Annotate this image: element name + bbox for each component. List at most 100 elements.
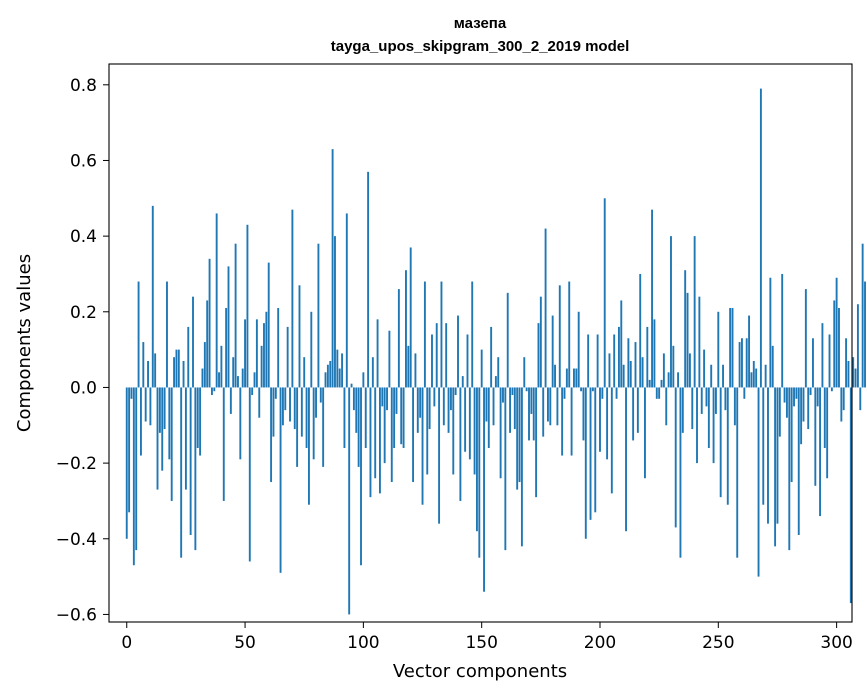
- bar-61: [270, 387, 273, 483]
- bar-98: [357, 387, 360, 467]
- bar-85: [326, 364, 329, 388]
- bar-283: [795, 387, 798, 399]
- bar-259: [738, 342, 741, 388]
- bar-181: [554, 364, 556, 388]
- bar-265: [752, 360, 755, 388]
- bar-89: [336, 349, 339, 388]
- bar-202: [603, 198, 606, 388]
- bar-162: [509, 387, 512, 433]
- bar-250: [717, 311, 720, 388]
- bar-193: [582, 387, 585, 441]
- bar-33: [203, 342, 206, 388]
- bar-42: [225, 308, 228, 388]
- bar-305: [847, 360, 850, 388]
- bar-125: [421, 387, 424, 505]
- bar-240: [693, 236, 696, 388]
- bar-269: [762, 387, 765, 505]
- bar-74: [300, 387, 303, 437]
- bar-41: [222, 387, 225, 501]
- bar-297: [828, 334, 831, 388]
- bar-218: [641, 357, 644, 388]
- bar-154: [490, 326, 493, 388]
- bar-226: [660, 379, 663, 388]
- bar-133: [440, 281, 443, 388]
- bar-68: [286, 326, 289, 388]
- bar-206: [613, 334, 616, 388]
- bar-35: [208, 258, 211, 388]
- bar-151: [483, 387, 485, 592]
- bar-299: [833, 300, 836, 388]
- bar-175: [539, 296, 542, 388]
- bar-194: [584, 387, 587, 539]
- bar-176: [542, 387, 545, 437]
- bar-291: [814, 387, 817, 486]
- bar-108: [381, 387, 384, 407]
- bar-231: [672, 345, 675, 388]
- bar-50: [244, 319, 246, 388]
- bar-229: [667, 372, 670, 388]
- bar-147: [473, 387, 476, 475]
- bar-295: [823, 387, 826, 448]
- bar-215: [634, 342, 637, 388]
- bar-0: [125, 387, 128, 539]
- bar-278: [783, 387, 786, 403]
- bar-205: [610, 387, 613, 494]
- bar-120: [409, 247, 412, 388]
- bar-45: [232, 357, 235, 388]
- bar-91: [341, 353, 344, 388]
- bar-292: [816, 387, 819, 407]
- bar-150: [480, 349, 483, 388]
- bar-230: [670, 236, 672, 388]
- bar-122: [414, 353, 417, 388]
- bar-34: [206, 300, 209, 388]
- bar-188: [570, 387, 573, 456]
- bar-110: [386, 387, 388, 411]
- bar-15: [161, 387, 164, 471]
- bar-183: [558, 285, 561, 388]
- bar-166: [518, 387, 521, 483]
- bar-160: [504, 387, 507, 551]
- bar-30: [196, 387, 199, 448]
- bar-300: [835, 277, 838, 388]
- y-tick-label: 0.4: [70, 227, 97, 247]
- bar-43: [227, 266, 230, 388]
- bar-180: [551, 315, 554, 388]
- bar-296: [826, 387, 829, 479]
- bar-174: [537, 323, 540, 388]
- bar-27: [189, 387, 192, 535]
- bar-137: [449, 387, 452, 411]
- bar-208: [617, 326, 620, 388]
- bar-301: [838, 308, 840, 388]
- bar-7: [142, 342, 145, 388]
- bar-245: [705, 387, 708, 407]
- bar-290: [812, 338, 814, 388]
- bar-22: [177, 349, 180, 388]
- bar-8: [144, 387, 147, 422]
- bar-273: [771, 345, 774, 388]
- bar-192: [580, 387, 583, 392]
- bar-123: [416, 387, 419, 433]
- x-tick-label: 200: [584, 633, 616, 653]
- y-tick-label: 0.2: [70, 303, 97, 323]
- bar-24: [182, 360, 185, 388]
- bar-171: [530, 387, 533, 414]
- bar-130: [433, 387, 436, 407]
- bar-126: [423, 281, 426, 388]
- bar-12: [154, 353, 157, 388]
- bar-21: [175, 349, 178, 388]
- bar-29: [194, 387, 197, 551]
- bar-298: [830, 387, 833, 392]
- bar-49: [241, 368, 244, 388]
- bar-105: [374, 387, 377, 479]
- bar-112: [390, 387, 393, 483]
- bar-26: [187, 326, 190, 388]
- bar-54: [253, 372, 256, 388]
- bar-139: [454, 387, 457, 396]
- bar-267: [757, 387, 760, 577]
- bar-288: [807, 387, 810, 430]
- bar-31: [199, 387, 202, 456]
- bar-222: [651, 209, 653, 388]
- bar-211: [625, 387, 627, 532]
- bar-135: [445, 323, 448, 388]
- bar-277: [781, 273, 784, 388]
